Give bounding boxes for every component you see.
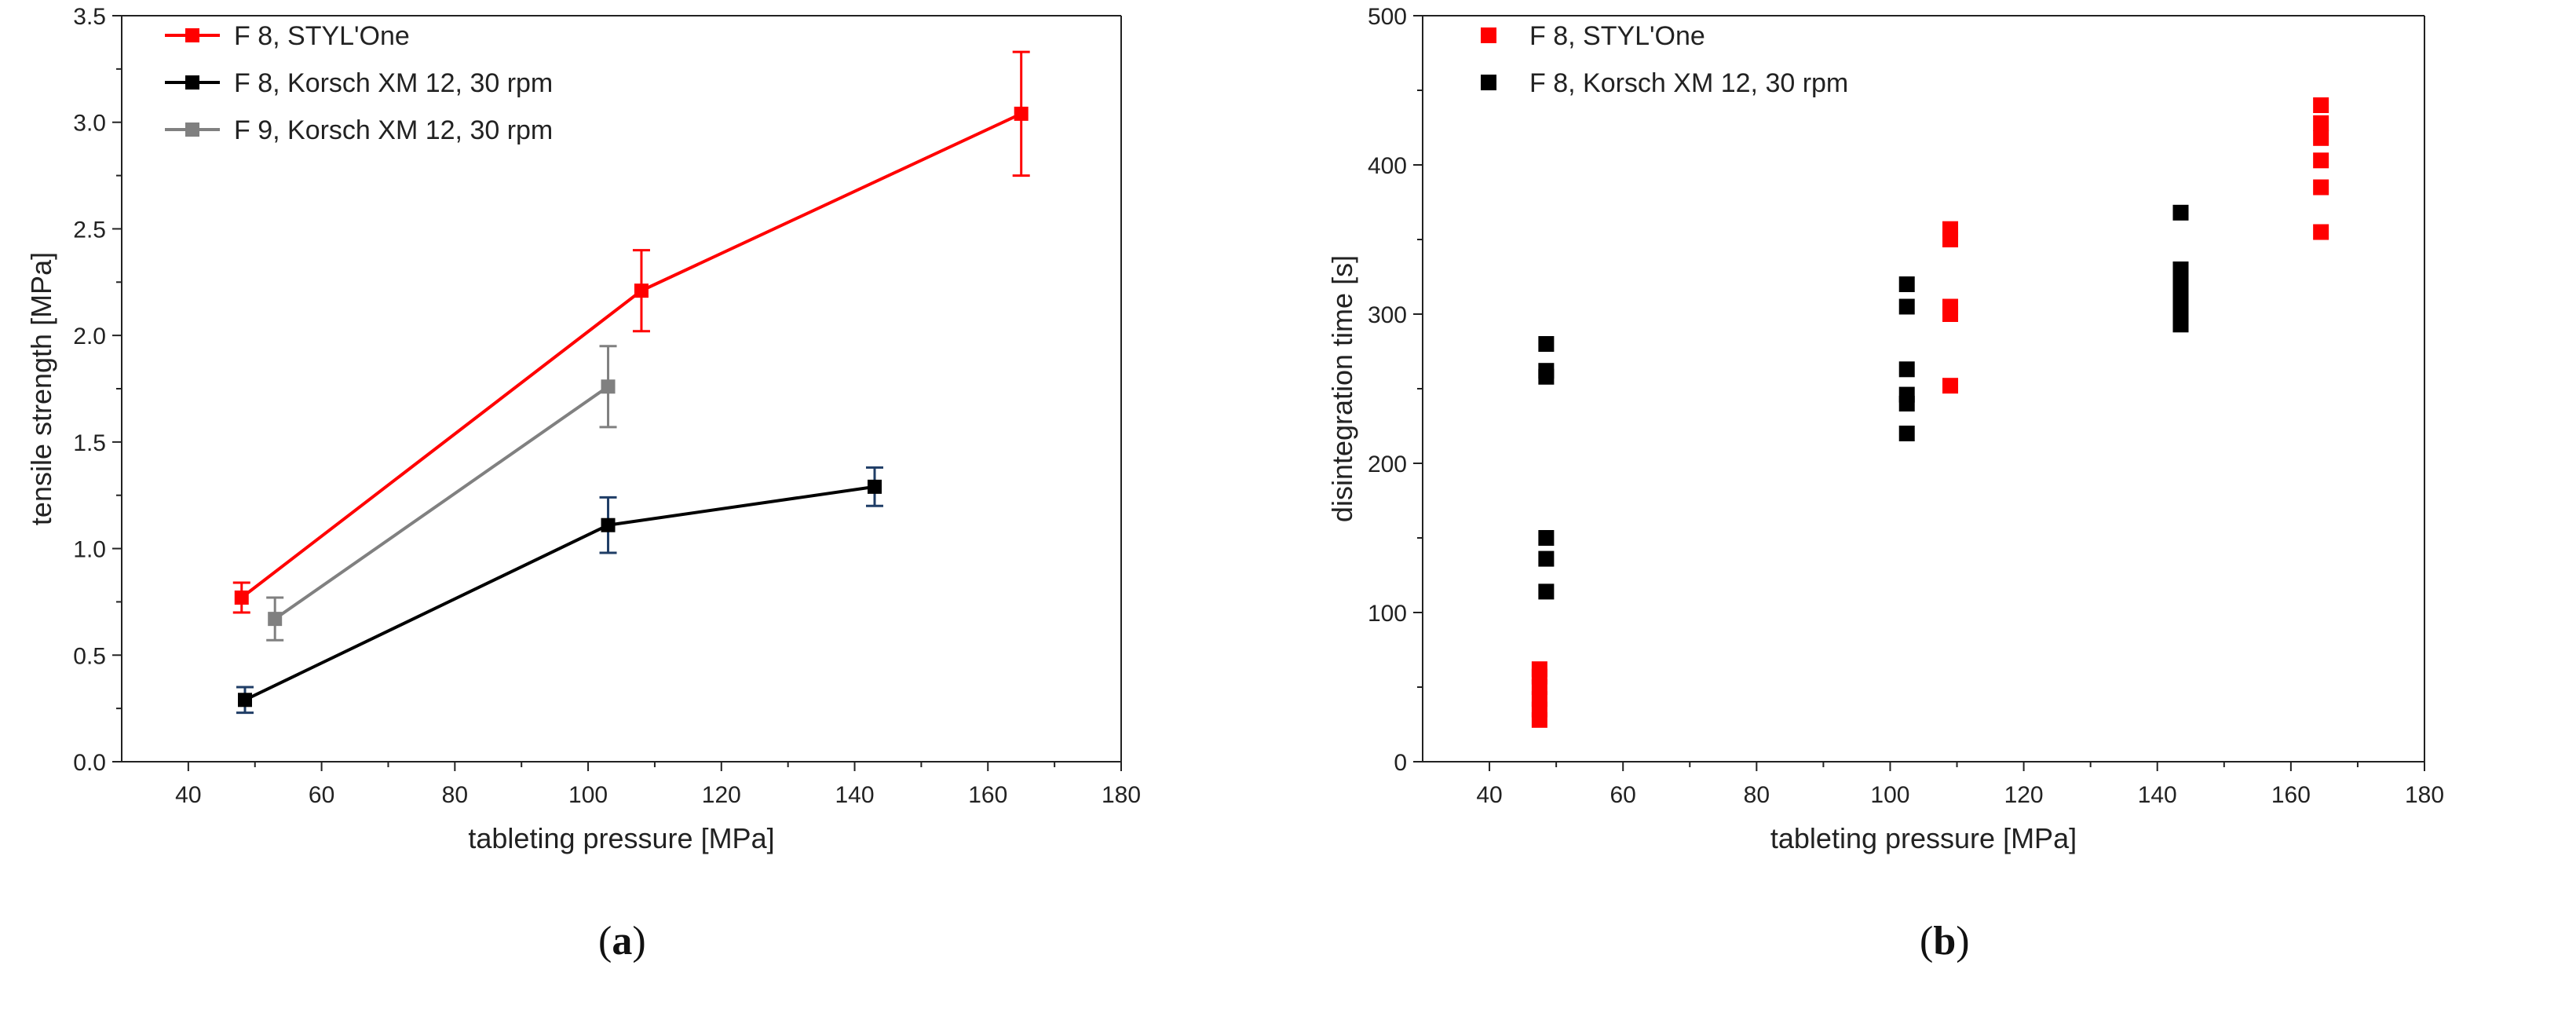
panel-a-series-3-point — [601, 379, 616, 394]
panel-b-x-tick-label: 100 — [1870, 782, 1909, 808]
panel-b-series-1-point — [2313, 115, 2329, 131]
panel-a-legend-item-1-marker — [185, 28, 199, 42]
panel-b-x-tick-label: 140 — [2138, 782, 2177, 808]
panel-b-series-1-point — [1531, 661, 1547, 678]
panel-b-y-axis-title: disintegration time [s] — [1326, 255, 1358, 522]
panel-a-label: (a) — [598, 919, 646, 964]
panel-b-series-1-point — [2313, 224, 2329, 240]
panel-b-y-tick-label: 300 — [1368, 302, 1407, 328]
panel-b-series-2-point — [2172, 204, 2189, 221]
panel-a-series-2-point — [867, 479, 882, 494]
panel-b-x-tick-label: 40 — [1476, 782, 1502, 808]
panel-a-x-tick-label: 60 — [309, 782, 334, 808]
panel-b-series-2-point — [1538, 363, 1555, 379]
panel-b-x-tick-label: 60 — [1610, 782, 1636, 808]
panel-b-series-2-point — [1898, 386, 1915, 403]
panel-a-series-3-line — [274, 385, 609, 620]
panel-a-legend-item-3-label: F 9, Korsch XM 12, 30 rpm — [234, 115, 553, 145]
panel-a-series-1-point — [1014, 106, 1029, 121]
panel-a-legend-item-1-label: F 8, STYL'One — [234, 21, 410, 51]
panel-b-series-1-point — [1942, 298, 1959, 315]
panel-b-series-2-point — [1898, 298, 1915, 315]
panel-b-series-1-point — [1531, 691, 1547, 708]
panel-a-series-1-point — [234, 591, 249, 605]
panel-a-y-tick-label: 2.5 — [73, 217, 106, 243]
panel-b-y-tick-label: 400 — [1368, 153, 1407, 179]
panel-a-series-2-point — [601, 517, 616, 532]
panel-a-y-tick-label: 3.5 — [73, 4, 106, 30]
panel-b-series-2-point — [1538, 550, 1555, 567]
panel-b-label: (b) — [1920, 919, 1970, 964]
panel-a-x-tick-label: 180 — [1102, 782, 1141, 808]
panel-a-legend-item-2-marker — [185, 75, 199, 90]
panel-a-legend-item-3-marker — [185, 123, 199, 137]
panel-b-series-1-point — [2313, 130, 2329, 146]
panel-b-x-tick-label: 160 — [2271, 782, 2311, 808]
panel-b-series-2-point — [1538, 530, 1555, 546]
panel-b-series-2-point — [1898, 276, 1915, 292]
panel-a-series-3-point — [268, 612, 283, 627]
panel-a-x-axis-title: tableting pressure [MPa] — [468, 822, 774, 854]
chart-panel-a: 40 60 80 100 120 140 160 180 0.0 0.5 1.0 1.5 2.0 2.5 3… — [25, 4, 1141, 964]
panel-a-y-tick-label: 0.5 — [73, 643, 106, 669]
panel-b-series-1-point — [2313, 179, 2329, 196]
panel-b-x-tick-label: 120 — [2004, 782, 2044, 808]
panel-a-y-tick-label: 0.0 — [73, 750, 106, 776]
panel-b-legend-item-1-marker — [1481, 27, 1496, 43]
panel-b-series-2-point — [1538, 336, 1555, 352]
panel-a-x-tick-label: 120 — [702, 782, 741, 808]
panel-a-x-tick-label: 140 — [835, 782, 875, 808]
panel-b-legend-item-1-label: F 8, STYL'One — [1529, 21, 1705, 51]
panel-b-series-1-point — [2313, 152, 2329, 169]
panel-b-y-tick-label: 0 — [1394, 750, 1407, 776]
panel-b-series-1-point — [2313, 97, 2329, 113]
panel-b-x-tick-label: 180 — [2405, 782, 2444, 808]
panel-b-legend-item-2-label: F 8, Korsch XM 12, 30 rpm — [1529, 68, 1848, 98]
panel-a-x-tick-label: 80 — [442, 782, 468, 808]
panel-a-series-2-point — [238, 693, 253, 708]
panel-b-x-axis-title: tableting pressure [MPa] — [1770, 822, 2077, 854]
panel-b-series-2-point — [2172, 294, 2189, 310]
panel-b-series-2-point — [2172, 282, 2189, 298]
panel-b-series-2-point — [1538, 583, 1555, 600]
panel-a-x-tick-label: 40 — [175, 782, 201, 808]
panel-b-legend-item-2-marker — [1481, 75, 1496, 90]
panel-a-x-tick-label: 160 — [968, 782, 1007, 808]
panel-a-y-tick-label: 3.0 — [73, 111, 106, 137]
panel-a-y-tick-label: 1.0 — [73, 537, 106, 563]
panel-b-y-tick-label: 500 — [1368, 4, 1407, 30]
panel-a-y-tick-label: 2.0 — [73, 324, 106, 349]
panel-b-series-1-point — [1942, 221, 1959, 237]
panel-b-y-tick-label: 100 — [1368, 601, 1407, 627]
panel-b-series-1-point — [1942, 378, 1959, 394]
panel-b-series-2-point — [1898, 361, 1915, 378]
panel-b-series-2-point — [2172, 261, 2189, 277]
panel-a-series-1-point — [634, 283, 649, 298]
panel-a-legend-item-2-label: F 8, Korsch XM 12, 30 rpm — [234, 68, 553, 98]
panel-a-x-tick-label: 100 — [568, 782, 608, 808]
panel-b-x-tick-label: 80 — [1744, 782, 1770, 808]
panel-a-y-tick-label: 1.5 — [73, 430, 106, 456]
panel-a-y-axis-title: tensile strength [MPa] — [25, 252, 57, 525]
panel-b-y-tick-label: 200 — [1368, 452, 1407, 477]
panel-b-series-2-point — [1898, 426, 1915, 441]
panel-b-series-2-point — [2172, 306, 2189, 322]
